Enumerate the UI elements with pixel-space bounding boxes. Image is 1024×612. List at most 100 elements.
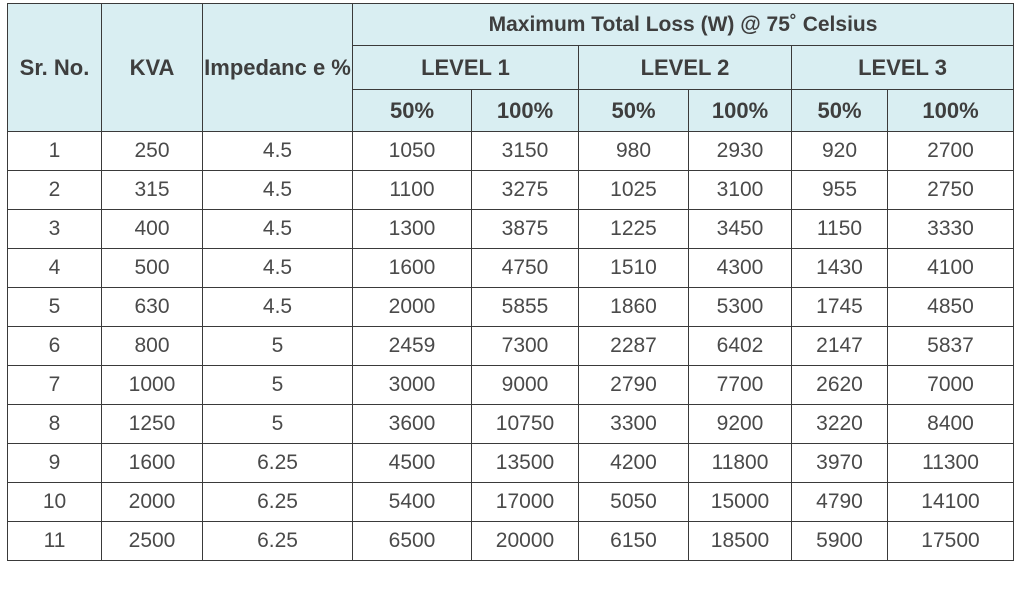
cell-impedance: 4.5	[202, 248, 353, 288]
cell-level3-50: 3970	[791, 443, 888, 483]
cell-level2-50: 1225	[578, 209, 689, 249]
table-row: 9 1600 6.25 4500 13500 4200 11800 3970 11300	[7, 443, 1015, 483]
cell-level2-100: 6402	[688, 326, 792, 366]
cell-sr-no: 11	[7, 521, 102, 561]
cell-sr-no: 7	[7, 365, 102, 405]
cell-level1-100: 5855	[471, 287, 579, 327]
cell-kva: 250	[101, 131, 203, 171]
cell-level2-100: 3100	[688, 170, 792, 210]
cell-kva: 500	[101, 248, 203, 288]
cell-level3-50: 1430	[791, 248, 888, 288]
cell-level2-50: 1510	[578, 248, 689, 288]
cell-level2-100: 5300	[688, 287, 792, 327]
header-load-50: 50%	[352, 89, 472, 132]
cell-level3-100: 2700	[886, 131, 1015, 171]
header-level-2: LEVEL 2	[578, 45, 792, 90]
cell-level1-100: 3275	[471, 170, 579, 210]
table-body: 1 250 4.5 1050 3150 980 2930 920 2700 2 315 4.5 1100…	[7, 131, 1015, 561]
cell-level3-100: 8400	[886, 404, 1015, 444]
cell-level2-50: 2287	[578, 326, 689, 366]
cell-sr-no: 2	[7, 170, 102, 210]
cell-level1-50: 1600	[352, 248, 472, 288]
header-load-100: 100%	[688, 89, 792, 132]
header-load-100: 100%	[886, 89, 1015, 132]
cell-level2-50: 4200	[578, 443, 689, 483]
header-load-50: 50%	[578, 89, 689, 132]
cell-level1-50: 4500	[352, 443, 472, 483]
cell-level3-50: 2147	[791, 326, 888, 366]
cell-level2-100: 18500	[688, 521, 792, 561]
cell-level1-100: 3875	[471, 209, 579, 249]
cell-sr-no: 8	[7, 404, 102, 444]
header-level-1: LEVEL 1	[352, 45, 579, 90]
cell-level2-50: 3300	[578, 404, 689, 444]
cell-impedance: 5	[202, 365, 353, 405]
cell-level3-50: 1745	[791, 287, 888, 327]
cell-level1-50: 3000	[352, 365, 472, 405]
header-kva: KVA	[101, 3, 203, 132]
cell-level2-100: 7700	[688, 365, 792, 405]
cell-level1-50: 1050	[352, 131, 472, 171]
cell-impedance: 4.5	[202, 287, 353, 327]
cell-level1-100: 9000	[471, 365, 579, 405]
cell-sr-no: 3	[7, 209, 102, 249]
cell-level1-100: 3150	[471, 131, 579, 171]
table-row: 10 2000 6.25 5400 17000 5050 15000 4790 14100	[7, 482, 1015, 522]
cell-sr-no: 5	[7, 287, 102, 327]
cell-level2-100: 4300	[688, 248, 792, 288]
cell-kva: 1250	[101, 404, 203, 444]
cell-level3-50: 5900	[791, 521, 888, 561]
cell-level3-100: 4850	[886, 287, 1015, 327]
cell-level3-100: 17500	[886, 521, 1015, 561]
header-load-50: 50%	[791, 89, 888, 132]
cell-level1-100: 13500	[471, 443, 579, 483]
header-max-total-loss: Maximum Total Loss (W) @ 75˚ Celsius	[351, 3, 1015, 46]
cell-impedance: 4.5	[202, 209, 353, 249]
cell-level1-100: 20000	[471, 521, 579, 561]
cell-sr-no: 4	[7, 248, 102, 288]
cell-level1-100: 7300	[471, 326, 579, 366]
cell-level3-50: 920	[791, 131, 888, 171]
table-row: 4 500 4.5 1600 4750 1510 4300 1430 4100	[7, 248, 1015, 288]
cell-level2-100: 9200	[688, 404, 792, 444]
cell-kva: 1600	[101, 443, 203, 483]
cell-level1-50: 2459	[352, 326, 472, 366]
cell-level1-50: 6500	[352, 521, 472, 561]
cell-impedance: 6.25	[202, 521, 353, 561]
cell-level3-100: 4100	[886, 248, 1015, 288]
cell-sr-no: 6	[7, 326, 102, 366]
cell-sr-no: 9	[7, 443, 102, 483]
table-row: 7 1000 5 3000 9000 2790 7700 2620 7000	[7, 365, 1015, 405]
cell-level1-50: 1100	[352, 170, 472, 210]
table-row: 11 2500 6.25 6500 20000 6150 18500 5900 17500	[7, 521, 1015, 561]
cell-level2-50: 6150	[578, 521, 689, 561]
cell-level3-50: 1150	[791, 209, 888, 249]
cell-level2-50: 5050	[578, 482, 689, 522]
table-row: 2 315 4.5 1100 3275 1025 3100 955 2750	[7, 170, 1015, 210]
cell-impedance: 6.25	[202, 443, 353, 483]
cell-kva: 630	[101, 287, 203, 327]
header-level-3: LEVEL 3	[790, 45, 1015, 90]
cell-level1-50: 1300	[352, 209, 472, 249]
cell-level2-50: 980	[578, 131, 689, 171]
cell-level3-100: 7000	[886, 365, 1015, 405]
cell-level1-50: 3600	[352, 404, 472, 444]
cell-level2-100: 15000	[688, 482, 792, 522]
cell-kva: 1000	[101, 365, 203, 405]
transformer-loss-table: Sr. No. KVA Impedanc e % Maximum Total L…	[7, 3, 1015, 561]
cell-level3-100: 2750	[886, 170, 1015, 210]
cell-impedance: 4.5	[202, 170, 353, 210]
cell-sr-no: 10	[7, 482, 102, 522]
header-row-title: Sr. No. KVA Impedanc e % Maximum Total L…	[7, 3, 1015, 132]
cell-kva: 2000	[101, 482, 203, 522]
cell-level3-50: 2620	[791, 365, 888, 405]
cell-level1-100: 4750	[471, 248, 579, 288]
table-row: 1 250 4.5 1050 3150 980 2930 920 2700	[7, 131, 1015, 171]
cell-kva: 315	[101, 170, 203, 210]
cell-level3-50: 955	[791, 170, 888, 210]
cell-level3-100: 11300	[886, 443, 1015, 483]
cell-kva: 800	[101, 326, 203, 366]
loss-table-container: Sr. No. KVA Impedanc e % Maximum Total L…	[7, 3, 1015, 561]
header-row-loads: 50% 100% 50% 100% 50% 100%	[8, 89, 1015, 132]
cell-level1-100: 17000	[471, 482, 579, 522]
